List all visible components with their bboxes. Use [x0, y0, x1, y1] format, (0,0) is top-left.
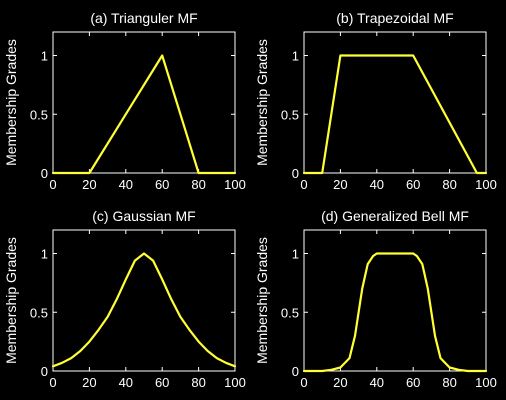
x-tick-label: 20 — [333, 375, 347, 390]
chart-panel-4: (d) Generalized Bell MF Membership Grades… — [254, 208, 497, 390]
y-tick-label: 1 — [41, 49, 48, 64]
x-tick-label: 0 — [300, 375, 307, 390]
plot-frame — [303, 229, 487, 372]
x-tick-label: 20 — [333, 177, 347, 192]
membership-curve — [51, 54, 237, 175]
x-tick-label: 40 — [370, 375, 384, 390]
x-tick-label: 80 — [191, 375, 205, 390]
y-tick-label: 0.5 — [30, 107, 48, 122]
chart-panel-3: (c) Gaussian MF Membership Grades 0 20 40 60 8… — [3, 208, 246, 390]
chart-panel-1: (a) Trianguler MF Membership Grades 0 20 40 6… — [3, 10, 246, 192]
chart-title: (c) Gaussian MF — [92, 208, 195, 224]
x-tick-label: 0 — [49, 375, 56, 390]
y-axis-label: Membership Grades — [254, 39, 270, 166]
x-tick-label: 80 — [191, 177, 205, 192]
y-tick-label: 0.5 — [30, 305, 48, 320]
chart-title: (b) Trapezoidal MF — [336, 10, 453, 26]
chart-title: (d) Generalized Bell MF — [321, 208, 469, 224]
x-tick-label: 100 — [224, 375, 246, 390]
y-tick-label: 1 — [41, 247, 48, 262]
y-tick-label: 1 — [292, 49, 299, 64]
x-tick-label: 20 — [82, 177, 96, 192]
x-tick-label: 0 — [49, 177, 56, 192]
x-tick-label: 40 — [119, 375, 133, 390]
x-tick-label: 100 — [224, 177, 246, 192]
x-tick-label: 40 — [370, 177, 384, 192]
y-axis-label: Membership Grades — [3, 39, 19, 166]
x-tick-label: 80 — [442, 177, 456, 192]
plot-frame — [303, 31, 487, 174]
membership-curve — [302, 54, 488, 175]
y-tick-label: 0 — [41, 166, 48, 181]
y-tick-label: 0 — [41, 364, 48, 379]
chart-panel-2: (b) Trapezoidal MF Membership Grades 0 20 40… — [254, 10, 497, 192]
x-tick-label: 60 — [406, 375, 420, 390]
y-tick-label: 0.5 — [281, 305, 299, 320]
x-tick-label: 60 — [155, 375, 169, 390]
plot-frame — [52, 31, 236, 174]
x-tick-label: 100 — [475, 177, 497, 192]
y-tick-label: 0.5 — [281, 107, 299, 122]
y-tick-label: 0 — [292, 166, 299, 181]
x-tick-label: 0 — [300, 177, 307, 192]
x-tick-label: 100 — [475, 375, 497, 390]
chart-title: (a) Trianguler MF — [90, 10, 197, 26]
x-tick-label: 60 — [155, 177, 169, 192]
membership-curve — [302, 252, 488, 373]
x-tick-label: 60 — [406, 177, 420, 192]
y-axis-label: Membership Grades — [254, 237, 270, 364]
x-tick-label: 80 — [442, 375, 456, 390]
y-axis-label: Membership Grades — [3, 237, 19, 364]
y-tick-label: 1 — [292, 247, 299, 262]
x-tick-label: 20 — [82, 375, 96, 390]
membership-curve — [51, 252, 237, 368]
y-tick-label: 0 — [292, 364, 299, 379]
x-tick-label: 40 — [119, 177, 133, 192]
